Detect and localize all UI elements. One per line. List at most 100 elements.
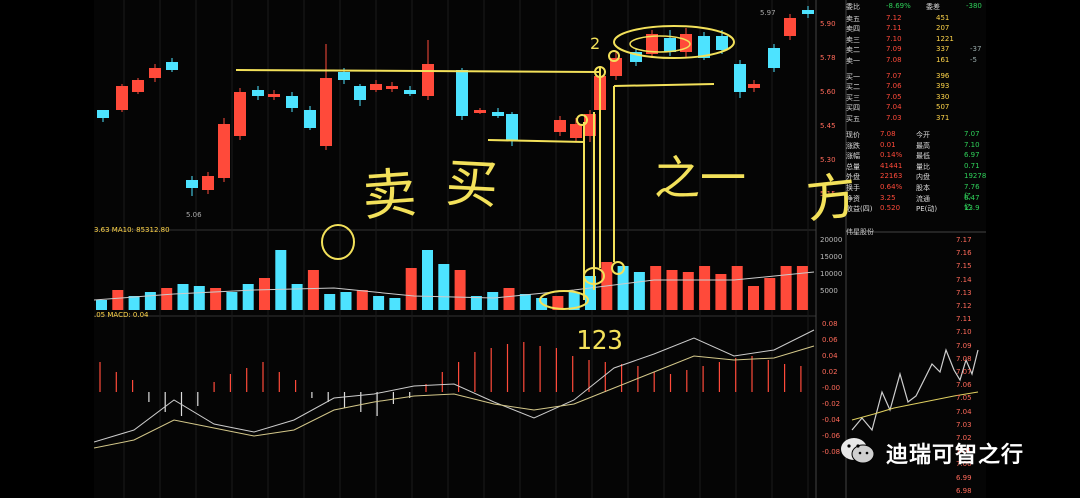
max-price-label: 5.97 (760, 9, 776, 17)
axis-tick-label: 7.09 (956, 341, 972, 350)
bid-price: 7.05 (886, 92, 902, 101)
candle-body (202, 176, 214, 190)
candle-body (554, 120, 566, 132)
annotation-circle-vol-c (611, 261, 625, 275)
volume-bar (193, 286, 205, 310)
volume-bar (585, 276, 596, 310)
volume-bar (291, 284, 303, 310)
stat-value: 3.25 (880, 193, 896, 202)
volume-bar (405, 268, 417, 310)
volume-bar (715, 274, 727, 310)
order-book-panel: 委比 -8.69% 委差 -380 卖五 7.12 451 卖四 7.11 207 卖三 7.… (846, 0, 986, 230)
volume-bar (242, 284, 254, 310)
volume-bar (307, 270, 319, 310)
annotation-line-upper (235, 69, 601, 73)
bid-label: 买四 (846, 104, 860, 113)
volume-bar (487, 292, 499, 310)
stat-row: 涨跌 0.01 最高 7.10 (846, 141, 984, 152)
stat-value: 0.14% (880, 151, 903, 160)
ask-row: 卖三 7.10 1221 (846, 35, 984, 46)
axis-tick-label: -0.04 (822, 416, 841, 424)
axis-tick-label: 15000 (820, 253, 843, 261)
bid-price: 7.03 (886, 113, 902, 122)
ask-qty: 207 (936, 24, 950, 33)
candle-body (630, 52, 642, 62)
intraday-price-line (851, 348, 979, 432)
handwriting-sell: 卖 (360, 161, 419, 228)
candle-body (570, 124, 582, 138)
volume-bar (324, 294, 336, 310)
volume-bar (275, 250, 287, 310)
ask-price: 7.10 (886, 34, 902, 43)
volume-ma-line (94, 271, 815, 301)
annotation-circle-volume (321, 224, 355, 260)
stat-label-2: 最高 (916, 141, 930, 150)
axis-tick-label: 7.15 (956, 262, 972, 271)
axis-tick-label: 7.07 (956, 368, 972, 376)
candle-body (474, 110, 486, 113)
annotation-ellipse-top (613, 25, 735, 59)
volume-bar (780, 266, 792, 310)
axis-tick-label: 7.08 (956, 354, 972, 363)
axis-tick-label: 7.00 (956, 460, 972, 469)
candle-body (186, 180, 198, 188)
ask-row: 卖五 7.12 451 (846, 14, 984, 25)
ask-qty: 161 (936, 55, 950, 64)
mini-chart-title: 伟星股份 (846, 228, 874, 236)
stat-value-2: 13.9 (964, 204, 980, 213)
stat-row: 收益(四) 0.520 PE(动) 13.9 (846, 204, 984, 215)
ask-price: 7.11 (886, 24, 902, 33)
volume-bar (96, 300, 107, 310)
stat-value-2: 7.07 (964, 130, 980, 138)
stat-label: 总量 (846, 162, 860, 171)
stat-label: 外盘 (846, 173, 860, 182)
axis-tick-label: 7.04 (956, 407, 972, 416)
volume-bar (519, 294, 531, 310)
axis-tick-label: 7.06 (956, 381, 972, 390)
stat-label-2: 最低 (916, 152, 930, 161)
stat-value: 41441 (880, 161, 903, 170)
candle-body (734, 64, 746, 92)
candle-body (646, 34, 658, 54)
annotation-ellipse-inner (629, 35, 691, 53)
stat-label: 净资 (846, 194, 860, 203)
candle-body (116, 86, 128, 110)
handwriting-buy: 买 (444, 153, 500, 217)
volume-bar (389, 298, 401, 310)
axis-tick-label: 7.11 (956, 315, 972, 324)
volume-bar (356, 290, 368, 310)
candle-body (492, 112, 504, 116)
stat-value-2: 6.97 (964, 151, 980, 160)
axis-tick-label: 10000 (820, 270, 843, 278)
volume-bar (699, 266, 711, 310)
axis-tick-label: 5.78 (820, 54, 836, 62)
volume-bar (454, 270, 466, 310)
volume-bar (650, 266, 662, 310)
candle-body (784, 18, 796, 36)
ask-change: -37 (970, 45, 982, 54)
ask-price: 7.08 (886, 55, 902, 64)
ask-qty: 337 (936, 45, 950, 54)
stat-row: 外盘 22163 内盘 19278 (846, 172, 986, 183)
stat-value: 0.64% (880, 183, 903, 191)
annotation-dot-3 (576, 114, 588, 126)
candle-body (234, 92, 246, 136)
volume-bar (552, 296, 564, 310)
candle-body (286, 96, 298, 108)
axis-tick-label: 6.99 (956, 473, 972, 482)
volume-bar (617, 266, 629, 310)
stat-label-2: 流通 (916, 194, 930, 203)
stat-label: 涨幅 (846, 152, 860, 161)
stat-value-2: 0.71 (964, 161, 980, 170)
axis-tick-label: 7.16 (956, 249, 972, 258)
stat-label: 涨跌 (846, 141, 860, 150)
volume-bar (128, 296, 140, 310)
ask-qty: 451 (936, 14, 950, 22)
trading-screen: 3.63 MA10: 85312.80 .05 MACD: 0.04 5.06 … (94, 0, 986, 498)
volume-bar (633, 272, 645, 310)
annotation-line-right (613, 83, 715, 87)
axis-tick-label: 7.13 (956, 288, 972, 297)
order-ratio-label: 委比 (846, 3, 860, 11)
volume-bar (470, 296, 482, 310)
stat-value-2: 7.10 (964, 140, 980, 149)
